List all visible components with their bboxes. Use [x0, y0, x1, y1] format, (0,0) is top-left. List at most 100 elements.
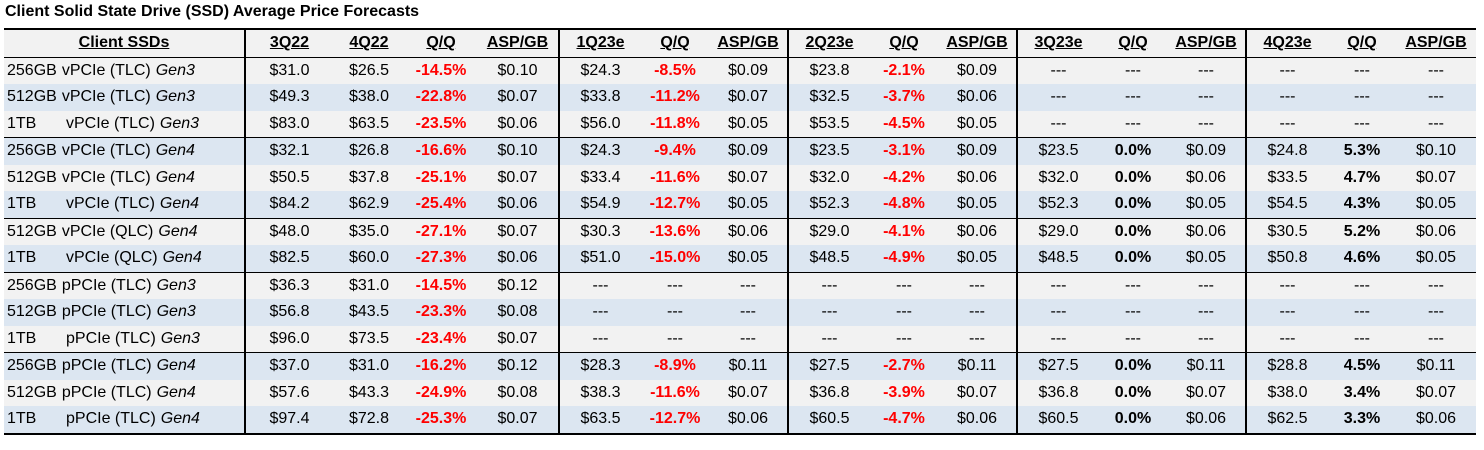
table-row: 512GB vPCIe (QLC) Gen4 $48.0 $35.0 -27.1% $0.0…: [4, 217, 1476, 245]
value-cell: ---: [1328, 57, 1396, 84]
header-cell-3: Q/Q: [405, 28, 477, 58]
value-cell: $0.05: [709, 110, 788, 138]
table-row: 1TB vPCIe (TLC) Gen4 $84.2 $62.9 -25.4% $0.06 $…: [4, 191, 1476, 218]
value-cell: $33.5: [1245, 164, 1328, 191]
generation-label: Gen3: [156, 303, 196, 321]
value-cell: ---: [558, 299, 641, 326]
row-label: 256GB pPCIe (TLC) Gen4: [4, 352, 246, 380]
value-cell: ---: [1167, 325, 1246, 353]
header-cell-2: 4Q22: [333, 28, 405, 58]
header-cell-1: 3Q22: [244, 28, 333, 58]
capacity-label: 512GB: [7, 168, 57, 186]
value-cell: $0.06: [709, 406, 788, 435]
value-cell: 0.0%: [1099, 379, 1167, 406]
value-cell: $0.06: [1167, 217, 1246, 245]
value-cell: ---: [558, 325, 641, 353]
value-cell: ---: [870, 325, 938, 353]
table-row: 1TB pPCIe (TLC) Gen4 $97.4 $72.8 -25.3% $0.07 $…: [4, 406, 1476, 435]
capacity-label: 1TB: [7, 195, 37, 213]
value-cell: ---: [1396, 299, 1476, 326]
value-cell: -27.3%: [405, 245, 477, 272]
capacity-label: 512GB: [7, 88, 57, 106]
value-cell: ---: [1245, 299, 1328, 326]
value-cell: 5.2%: [1328, 217, 1396, 245]
value-cell: $0.06: [1396, 406, 1476, 435]
value-cell: $0.11: [709, 352, 788, 380]
value-cell: ---: [1099, 110, 1167, 138]
value-cell: ---: [1099, 299, 1167, 326]
value-cell: $50.5: [244, 164, 333, 191]
table-row: 1TB vPCIe (QLC) Gen4 $82.5 $60.0 -27.3% $0.06 $…: [4, 245, 1476, 272]
generation-label: Gen3: [160, 329, 200, 347]
value-cell: -15.0%: [641, 245, 709, 272]
value-cell: $0.07: [477, 217, 559, 245]
value-cell: $32.0: [787, 164, 870, 191]
value-cell: -12.7%: [641, 406, 709, 435]
capacity-label: 1TB: [7, 114, 37, 132]
header-cell-13: ASP/GB: [1167, 28, 1246, 58]
header-cell-8: 2Q23e: [787, 28, 870, 58]
header-cell-10: ASP/GB: [938, 28, 1017, 58]
value-cell: $0.06: [1167, 406, 1246, 435]
value-cell: $28.3: [558, 352, 641, 380]
table-row: 256GB pPCIe (TLC) Gen3 $36.3 $31.0 -14.5% $0.1…: [4, 271, 1476, 299]
value-cell: $0.09: [709, 137, 788, 165]
generation-label: Gen3: [155, 61, 195, 79]
interface-label: vPCIe (TLC): [61, 168, 151, 186]
row-label: 1TB pPCIe (TLC) Gen4: [4, 406, 246, 435]
value-cell: $0.10: [1396, 137, 1476, 165]
value-cell: -3.1%: [870, 137, 938, 165]
value-cell: -25.3%: [405, 406, 477, 435]
value-cell: $0.06: [477, 110, 559, 138]
value-cell: ---: [1016, 299, 1099, 326]
value-cell: $0.06: [938, 84, 1017, 111]
value-cell: $0.07: [938, 379, 1017, 406]
row-label: 512GB pPCIe (TLC) Gen3: [4, 299, 246, 326]
value-cell: $0.07: [1396, 164, 1476, 191]
interface-label: vPCIe (QLC): [66, 249, 158, 267]
value-cell: 4.7%: [1328, 164, 1396, 191]
table-row: 1TB vPCIe (TLC) Gen3 $83.0 $63.5 -23.5% $0.06 $…: [4, 110, 1476, 138]
value-cell: 0.0%: [1099, 406, 1167, 435]
header-cell-9: Q/Q: [870, 28, 938, 58]
value-cell: ---: [938, 299, 1017, 326]
value-cell: $0.05: [938, 191, 1017, 218]
interface-label: pPCIe (TLC): [66, 329, 156, 347]
value-cell: ---: [1396, 84, 1476, 111]
row-label: 1TB vPCIe (TLC) Gen4: [4, 191, 246, 218]
value-cell: $24.8: [1245, 137, 1328, 165]
value-cell: 0.0%: [1099, 352, 1167, 380]
value-cell: -4.9%: [870, 245, 938, 272]
value-cell: $27.5: [787, 352, 870, 380]
value-cell: ---: [1328, 299, 1396, 326]
capacity-label: 1TB: [7, 329, 37, 347]
value-cell: $48.5: [787, 245, 870, 272]
value-cell: ---: [709, 271, 788, 299]
value-cell: $0.07: [1396, 379, 1476, 406]
value-cell: -16.6%: [405, 137, 477, 165]
value-cell: $36.3: [244, 271, 333, 299]
value-cell: $53.5: [787, 110, 870, 138]
value-cell: ---: [1099, 57, 1167, 84]
generation-label: Gen3: [155, 88, 195, 106]
value-cell: $0.05: [938, 110, 1017, 138]
value-cell: $60.0: [333, 245, 405, 272]
generation-label: Gen4: [160, 410, 200, 428]
row-label: 1TB vPCIe (QLC) Gen4: [4, 245, 246, 272]
value-cell: ---: [1167, 57, 1246, 84]
value-cell: $0.05: [1167, 245, 1246, 272]
value-cell: ---: [1099, 325, 1167, 353]
value-cell: -27.1%: [405, 217, 477, 245]
header-row: Client SSDs 3Q22 4Q22 Q/Q ASP/GB 1Q23e Q/Q ASP/…: [4, 28, 1476, 58]
value-cell: $26.5: [333, 57, 405, 84]
value-cell: $0.07: [477, 164, 559, 191]
value-cell: -4.1%: [870, 217, 938, 245]
value-cell: $0.07: [477, 84, 559, 111]
generation-label: Gen4: [155, 142, 195, 160]
value-cell: -23.5%: [405, 110, 477, 138]
value-cell: $52.3: [1016, 191, 1099, 218]
table-row: 256GB vPCIe (TLC) Gen4 $32.1 $26.8 -16.6% $0.1…: [4, 137, 1476, 165]
table-row: 512GB pPCIe (TLC) Gen4 $57.6 $43.3 -24.9% $0.0…: [4, 379, 1476, 406]
value-cell: ---: [787, 271, 870, 299]
value-cell: 4.5%: [1328, 352, 1396, 380]
